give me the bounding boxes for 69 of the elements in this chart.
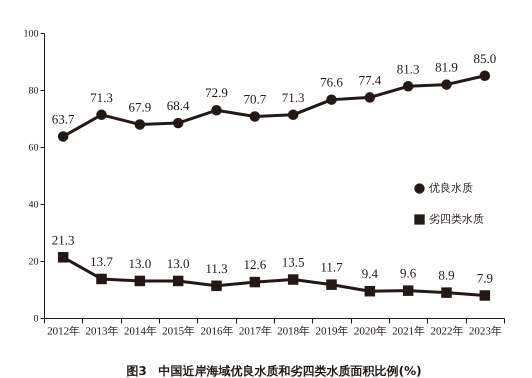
x-tick-label: 2022年 [430, 326, 464, 338]
point [250, 111, 260, 122]
y-tick-label: 40 [28, 200, 38, 210]
data-label: 11.7 [320, 260, 344, 275]
point [326, 94, 337, 105]
point [172, 118, 184, 128]
data-label: 85.0 [473, 50, 496, 66]
point [480, 70, 490, 81]
data-label: 13.7 [90, 254, 114, 269]
data-label: 63.7 [52, 111, 76, 126]
x-tick-label: 2014年 [124, 326, 157, 338]
data-label: 13.0 [166, 256, 190, 271]
data-label: 9.4 [362, 266, 378, 282]
text: 图3 中国近岸海域优良水质和劣四类水质面积比例(%) [126, 364, 422, 378]
x-tick-label: 2023年 [468, 326, 502, 338]
point [58, 252, 68, 263]
point [172, 276, 184, 286]
x-tick-label: 2020年 [354, 326, 387, 338]
data-label: 72.9 [205, 85, 228, 100]
data-label: 71.3 [90, 90, 113, 105]
point [134, 119, 146, 130]
x-tick-label: 2013年 [86, 326, 118, 338]
data-label: 7.9 [476, 270, 493, 286]
y-tick-label: 60 [28, 142, 38, 154]
y-tick-label: 0 [34, 314, 38, 324]
data-label: 68.4 [166, 98, 190, 114]
point [58, 131, 68, 142]
data-label: 13.5 [282, 254, 305, 270]
point [250, 276, 260, 288]
point [96, 274, 107, 284]
point [134, 276, 146, 286]
point [288, 274, 298, 285]
data-label: 77.4 [358, 72, 382, 88]
data-label: 76.6 [320, 74, 344, 90]
legend-label: 优良水质 [429, 182, 473, 194]
data-label: 71.3 [282, 90, 305, 105]
legend-label: 劣四类水质 [429, 212, 484, 226]
point [211, 280, 222, 292]
x-tick-label: 2018年 [277, 326, 310, 338]
x-tick-label: 2016年 [200, 326, 234, 338]
point [402, 81, 414, 92]
data-label: 70.7 [243, 92, 267, 107]
data-label: 12.6 [243, 257, 267, 272]
point [480, 290, 490, 301]
point [402, 285, 414, 296]
y-tick-label: 20 [28, 256, 38, 268]
point [288, 110, 298, 120]
data-label: 8.9 [438, 268, 455, 283]
point [441, 79, 452, 90]
point [441, 287, 452, 298]
x-tick-label: 2021年 [392, 326, 426, 338]
data-label: 9.6 [400, 266, 417, 281]
y-tick-label: 100 [24, 28, 38, 40]
data-label: 21.3 [52, 232, 75, 248]
data-label: 13.0 [128, 256, 152, 271]
data-label: 81.9 [435, 60, 458, 75]
point [364, 92, 376, 103]
y-tick-label: 80 [28, 86, 38, 96]
data-label: 11.3 [205, 260, 228, 276]
point [364, 286, 376, 296]
x-tick-label: 2017年 [238, 326, 272, 338]
x-tick-label: 2012年 [47, 326, 80, 338]
x-tick-label: 2015年 [162, 326, 196, 338]
point [96, 110, 107, 120]
point [211, 105, 222, 116]
x-tick-label: 2019年 [316, 326, 348, 338]
data-label: 67.9 [128, 99, 152, 114]
point [326, 279, 337, 290]
data-label: 81.3 [396, 61, 420, 76]
